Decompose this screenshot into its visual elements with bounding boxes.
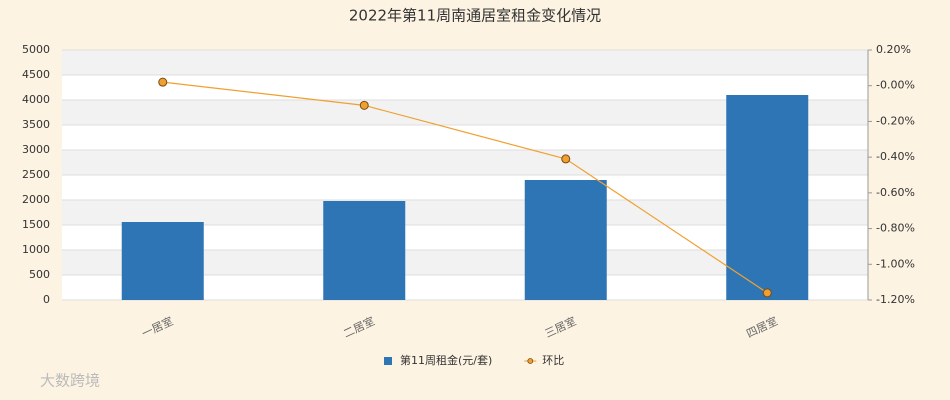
y-tick-label: 3000 — [22, 143, 50, 156]
y-tick-label: 4500 — [22, 68, 50, 81]
line-marker — [359, 100, 369, 110]
bar — [121, 222, 204, 300]
legend-swatch — [384, 357, 392, 365]
y-tick-label: 3500 — [22, 118, 50, 131]
line-marker — [158, 77, 168, 87]
y-tick-label: 2500 — [22, 168, 50, 181]
bar — [726, 95, 809, 300]
grid-band — [62, 50, 868, 75]
chart-title: 2022年第11周南通居室租金变化情况 — [349, 7, 601, 25]
y2-tick-label: -0.20% — [876, 114, 915, 127]
line-marker — [561, 154, 571, 164]
y2-tick-label: -0.00% — [876, 79, 915, 92]
y-tick-label: 0 — [43, 293, 50, 306]
y-tick-label: 5000 — [22, 43, 50, 56]
legend-label: 环比 — [542, 354, 564, 367]
y2-tick-label: -0.60% — [876, 186, 915, 199]
bar — [323, 201, 406, 300]
y-tick-label: 4000 — [22, 93, 50, 106]
y2-tick-label: 0.20% — [876, 43, 911, 56]
y2-tick-label: -1.00% — [876, 257, 915, 270]
y2-tick-label: -1.20% — [876, 293, 915, 306]
y-tick-label: 2000 — [22, 193, 50, 206]
legend-label: 第11周租金(元/套) — [400, 353, 492, 367]
y2-tick-label: -0.40% — [876, 150, 915, 163]
bar — [524, 180, 607, 300]
y-tick-label: 1000 — [22, 243, 50, 256]
line-marker — [762, 288, 772, 298]
legend-marker — [527, 358, 534, 364]
watermark: 大数跨境 — [40, 372, 100, 390]
y-tick-label: 500 — [29, 268, 50, 281]
y-tick-label: 1500 — [22, 218, 50, 231]
line — [162, 81, 768, 294]
y2-tick-label: -0.80% — [876, 222, 915, 235]
